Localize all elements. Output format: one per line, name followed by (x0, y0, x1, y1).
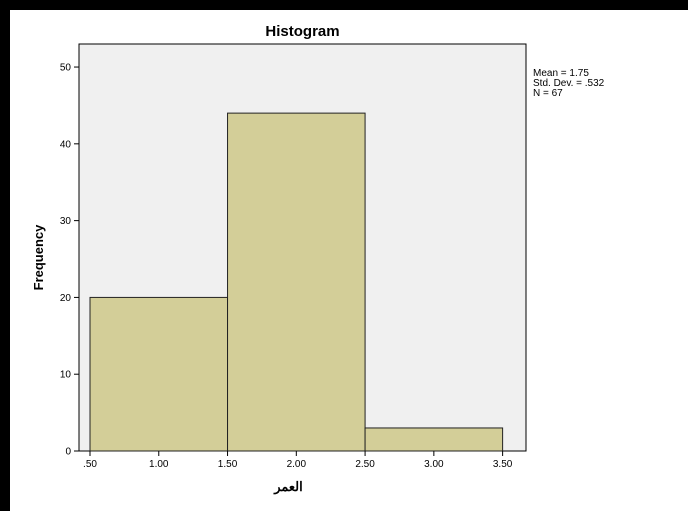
histogram-bar-2 (227, 112, 366, 452)
chart-frame: Histogram .50 1.00 1.50 2.00 2.50 3.00 3.50 0 1… (10, 10, 688, 511)
y-tick-label: 20 (60, 293, 72, 304)
x-tick-label: 2.00 (287, 459, 307, 470)
y-tick-label: 0 (65, 447, 71, 458)
x-axis-title: العمر (273, 479, 303, 495)
y-tick-label: 40 (60, 139, 72, 150)
x-tick-label: 1.00 (149, 459, 169, 470)
histogram-chart: Histogram .50 1.00 1.50 2.00 2.50 3.00 3.50 0 1… (31, 23, 605, 495)
y-axis: 0 10 20 30 40 50 (60, 63, 79, 458)
y-tick-label: 10 (60, 370, 72, 381)
x-tick-label: 2.50 (355, 459, 375, 470)
x-tick-label: .50 (83, 459, 97, 470)
bars-group (89, 112, 504, 452)
x-tick-label: 3.00 (424, 459, 444, 470)
histogram-bar-1 (89, 296, 229, 452)
x-axis: .50 1.00 1.50 2.00 2.50 3.00 3.50 (83, 451, 513, 470)
x-tick-label: 3.50 (493, 459, 513, 470)
stat-line: Mean = 1.75 (533, 68, 589, 79)
y-axis-title: Frequency (31, 224, 46, 291)
chart-title: Histogram (265, 23, 339, 40)
histogram-bar-3 (364, 427, 504, 452)
x-tick-label: 1.50 (218, 459, 238, 470)
stat-line: Std. Dev. = .532 (533, 78, 605, 89)
y-tick-label: 50 (60, 63, 72, 74)
stat-line: N = 67 (533, 88, 563, 99)
y-tick-label: 30 (60, 216, 72, 227)
